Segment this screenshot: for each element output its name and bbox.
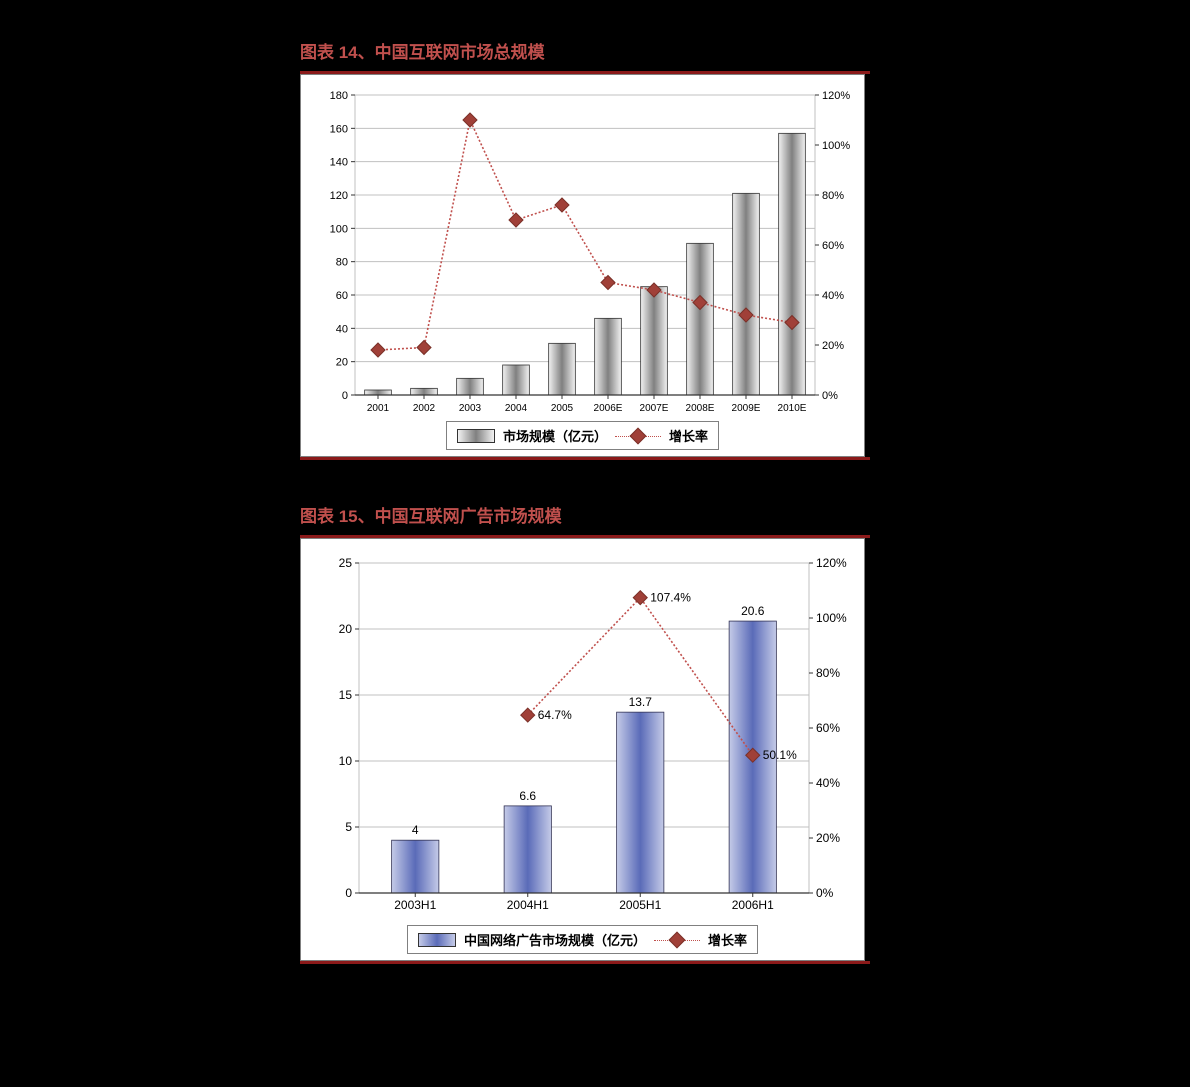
svg-text:2003: 2003 — [459, 403, 482, 414]
svg-text:120%: 120% — [822, 90, 850, 102]
svg-text:2002: 2002 — [413, 403, 436, 414]
chart15-legend-bar-label: 中国网络广告市场规模（亿元） — [464, 930, 646, 949]
svg-text:2008E: 2008E — [686, 403, 715, 414]
svg-text:2007E: 2007E — [640, 403, 669, 414]
chart15-title: 图表 15、中国互联网广告市场规模 — [300, 502, 1000, 527]
svg-text:0%: 0% — [816, 886, 834, 900]
chart14-title: 图表 14、中国互联网市场总规模 — [300, 38, 1000, 63]
svg-text:13.7: 13.7 — [629, 695, 653, 709]
svg-text:2001: 2001 — [367, 403, 390, 414]
svg-text:80%: 80% — [822, 190, 844, 202]
svg-text:2009E: 2009E — [732, 403, 761, 414]
svg-text:60: 60 — [336, 290, 348, 302]
svg-text:40%: 40% — [822, 290, 844, 302]
svg-text:6.6: 6.6 — [519, 789, 536, 803]
chart14-legend-bar-label: 市场规模（亿元） — [503, 426, 607, 445]
chart14-legend-line-swatch — [615, 429, 661, 443]
svg-text:0: 0 — [345, 886, 352, 900]
svg-text:160: 160 — [330, 123, 348, 135]
svg-text:20.6: 20.6 — [741, 604, 765, 618]
chart15-bottom-rule — [300, 961, 870, 964]
svg-text:40%: 40% — [816, 776, 840, 790]
svg-text:20: 20 — [336, 357, 348, 369]
svg-text:20: 20 — [339, 622, 353, 636]
svg-text:2010E: 2010E — [778, 403, 807, 414]
svg-text:40: 40 — [336, 323, 348, 335]
svg-text:50.1%: 50.1% — [763, 748, 797, 762]
svg-text:180: 180 — [330, 90, 348, 102]
svg-text:0: 0 — [342, 390, 348, 402]
svg-text:2006H1: 2006H1 — [732, 898, 774, 912]
svg-text:0%: 0% — [822, 390, 838, 402]
svg-text:2005H1: 2005H1 — [619, 898, 661, 912]
chart15-legend-line-label: 增长率 — [708, 930, 747, 949]
svg-text:4: 4 — [412, 823, 419, 837]
svg-text:15: 15 — [339, 688, 353, 702]
chart15-panel: 0 5 10 15 20 25 0% 20% 40% 60% 80% 100% 120% 2003H1 4 2… — [300, 538, 865, 961]
chart14-legend-bar-swatch — [457, 429, 495, 443]
svg-text:10: 10 — [339, 754, 353, 768]
svg-text:80: 80 — [336, 257, 348, 269]
chart15-legend: 中国网络广告市场规模（亿元） 增长率 — [407, 925, 758, 954]
svg-text:2004H1: 2004H1 — [507, 898, 549, 912]
svg-text:25: 25 — [339, 556, 353, 570]
svg-text:120%: 120% — [816, 556, 847, 570]
svg-text:2003H1: 2003H1 — [394, 898, 436, 912]
svg-text:20%: 20% — [822, 340, 844, 352]
svg-text:107.4%: 107.4% — [650, 591, 691, 605]
svg-text:5: 5 — [345, 820, 352, 834]
svg-text:20%: 20% — [816, 831, 840, 845]
svg-text:2006E: 2006E — [594, 403, 623, 414]
svg-text:100%: 100% — [822, 140, 850, 152]
chart15-legend-bar-swatch — [418, 933, 456, 947]
svg-text:100%: 100% — [816, 611, 847, 625]
svg-text:2005: 2005 — [551, 403, 574, 414]
svg-text:140: 140 — [330, 157, 348, 169]
chart14-svg: 0 20 40 60 80 100 120 140 160 180 0% 20% 40% 60% 80% 10… — [309, 85, 858, 415]
chart15-svg: 0 5 10 15 20 25 0% 20% 40% 60% 80% 100% 120% 2003H1 4 2… — [309, 549, 858, 919]
chart14-legend: 市场规模（亿元） 增长率 — [446, 421, 719, 450]
chart15-legend-line-swatch — [654, 933, 700, 947]
svg-text:2004: 2004 — [505, 403, 528, 414]
svg-text:120: 120 — [330, 190, 348, 202]
svg-text:60%: 60% — [822, 240, 844, 252]
page: 图表 14、中国互联网市场总规模 02040608010012014016018… — [0, 0, 1000, 1004]
chart14-legend-line-label: 增长率 — [669, 426, 708, 445]
svg-text:80%: 80% — [816, 666, 840, 680]
svg-text:100: 100 — [330, 223, 348, 235]
svg-text:60%: 60% — [816, 721, 840, 735]
svg-text:64.7%: 64.7% — [538, 708, 572, 722]
chart14-panel: 0 20 40 60 80 100 120 140 160 180 0% 20% 40% 60% 80% 10… — [300, 74, 865, 457]
